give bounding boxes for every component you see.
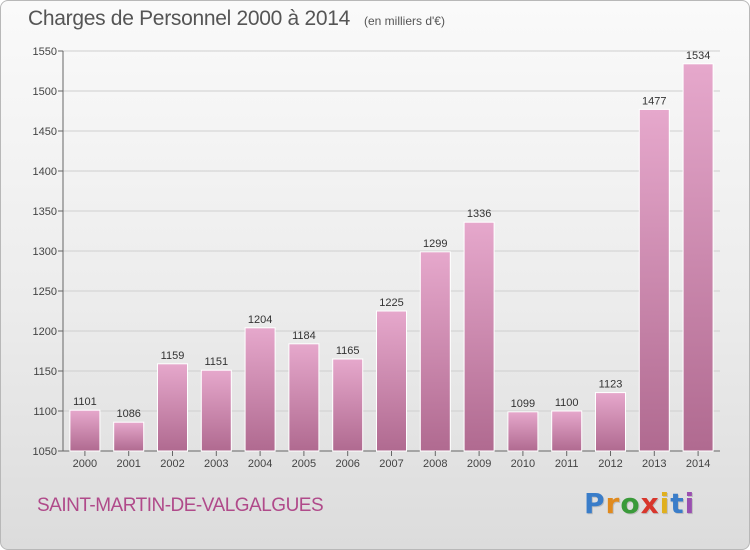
x-tick-label-2011: 2011	[555, 458, 579, 470]
data-label-2014: 1534	[686, 50, 710, 62]
bar-2003	[200, 369, 232, 452]
data-label-2012: 1123	[599, 379, 623, 391]
logo-letter: P	[584, 487, 606, 520]
x-tick-label-2001: 2001	[116, 458, 140, 470]
bar-2005	[288, 343, 320, 452]
data-label-2013: 1477	[642, 95, 666, 107]
bar-2008	[419, 251, 451, 452]
data-label-2000: 1101	[73, 396, 97, 408]
bar-2007	[376, 310, 407, 452]
x-tick-label-2003: 2003	[204, 458, 228, 470]
bar-2012	[595, 392, 626, 452]
x-tick-label-2002: 2002	[160, 458, 184, 470]
bar-2006	[332, 358, 364, 452]
y-tick-label: 1450	[33, 126, 57, 138]
x-tick-label-2014: 2014	[686, 458, 710, 470]
x-tick-labels: 2000 2001 2002 2003 2004 2005 2006 2007 2008 2009…	[73, 451, 710, 470]
data-label-2002: 1159	[161, 350, 185, 362]
logo-letter: r	[605, 487, 621, 520]
logo-letter: o	[620, 487, 641, 520]
data-label-2006: 1165	[336, 345, 360, 357]
logo-letter: i	[684, 487, 696, 520]
x-tick-label-2009: 2009	[467, 458, 491, 470]
data-label-2008: 1299	[423, 238, 447, 250]
logo-letter: i	[659, 487, 671, 520]
y-tick-labels: 1050 1100 1150 1200 1250 1300 1350 1400 1450 1500…	[33, 46, 57, 458]
x-tick-label-2013: 2013	[642, 458, 666, 470]
x-tick-label-2006: 2006	[335, 458, 359, 470]
title-row: Charges de Personnel 2000 à 2014 (en mil…	[28, 7, 445, 31]
x-tick-label-2004: 2004	[248, 458, 272, 470]
data-label-2011: 1100	[555, 397, 579, 409]
chart-title: Charges de Personnel 2000 à 2014	[28, 7, 350, 30]
x-tick-label-2010: 2010	[511, 458, 535, 470]
y-tick-label: 1300	[33, 246, 57, 258]
data-label-2003: 1151	[204, 356, 228, 368]
data-label-2001: 1086	[116, 408, 140, 420]
data-label-2009: 1336	[467, 208, 491, 220]
x-tick-label-2005: 2005	[292, 458, 316, 470]
data-label-2007: 1225	[379, 297, 403, 309]
x-tick-label-2008: 2008	[423, 458, 447, 470]
bar-2002	[157, 363, 188, 452]
data-labels: 1101 1086 1159 1151 1204 1184 1165 1225 1299 1336…	[73, 50, 710, 420]
bar-2014	[682, 63, 714, 452]
logo-letter: t	[670, 487, 685, 520]
data-label-2004: 1204	[248, 314, 272, 326]
x-tick-label-2012: 2012	[598, 458, 622, 470]
proxiti-logo[interactable]: Proxiti	[584, 487, 695, 520]
y-tick-label: 1250	[33, 286, 57, 298]
y-tick-label: 1100	[33, 406, 57, 418]
y-tick-label: 1400	[33, 166, 57, 178]
bar-2000	[69, 409, 101, 452]
y-tick-label: 1500	[33, 86, 57, 98]
bar-2011	[551, 410, 583, 452]
bars	[69, 63, 714, 452]
data-label-2010: 1099	[511, 398, 535, 410]
y-tick-label: 1200	[33, 326, 57, 338]
x-tick-label-2000: 2000	[73, 458, 97, 470]
commune-name: SAINT-MARTIN-DE-VALGALGUES	[37, 495, 324, 516]
logo-letter: x	[640, 487, 660, 520]
x-tick-label-2007: 2007	[379, 458, 403, 470]
bar-2004	[244, 327, 276, 452]
y-tick-label: 1150	[33, 366, 57, 378]
bar-2009	[463, 221, 495, 452]
bar-2010	[507, 411, 539, 452]
chart-subtitle: (en milliers d'€)	[363, 14, 445, 28]
y-tick-label: 1550	[33, 46, 57, 58]
y-tick-label: 1050	[33, 446, 57, 458]
bar-2013	[638, 108, 670, 452]
data-label-2005: 1184	[292, 330, 316, 342]
y-tick-label: 1350	[33, 206, 57, 218]
bar-2001	[113, 421, 145, 452]
